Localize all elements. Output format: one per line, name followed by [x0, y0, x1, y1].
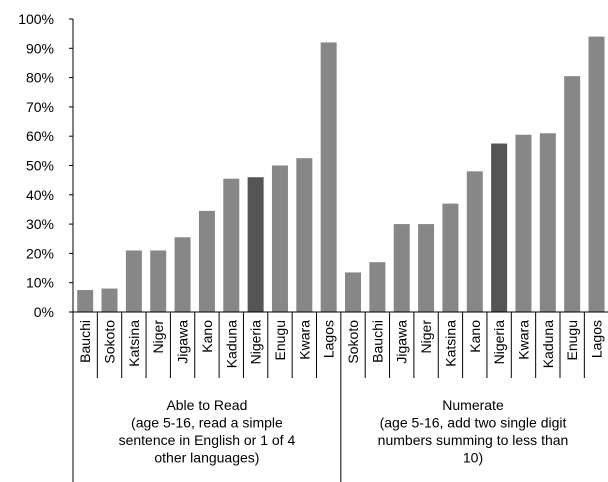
y-tick-label: 90%: [26, 40, 54, 56]
bar-read-nigeria: [247, 177, 264, 312]
category-label: Nigeria: [248, 320, 264, 365]
y-tick-label: 100%: [18, 11, 54, 27]
bar-read-bauchi: [77, 290, 94, 312]
category-label: Sokoto: [345, 320, 361, 364]
group-label-line: sentence in English or 1 of 4: [119, 432, 296, 448]
category-label: Niger: [150, 320, 166, 354]
bar-numerate-kano: [466, 171, 483, 312]
bar-numerate-nigeria: [491, 143, 508, 312]
category-label: Bauchi: [369, 320, 385, 363]
bar-read-kaduna: [223, 178, 240, 312]
category-label: Sokoto: [102, 320, 118, 364]
bar-read-kwara: [296, 158, 313, 312]
group-label-line: numbers summing to less than: [378, 432, 569, 448]
y-tick-label: 40%: [26, 187, 54, 203]
category-label: Kaduna: [540, 320, 556, 368]
category-label: Bauchi: [77, 320, 93, 363]
category-label: Nigeria: [491, 320, 507, 365]
group-label-line: (age 5-16, add two single digit: [380, 415, 567, 431]
y-tick-label: 50%: [26, 158, 54, 174]
category-label: Kwara: [515, 320, 531, 360]
category-label: Kano: [199, 320, 215, 353]
category-label: Kano: [467, 320, 483, 353]
bar-numerate-kaduna: [539, 133, 556, 312]
bar-numerate-katsina: [442, 203, 459, 312]
bar-read-katsina: [125, 250, 142, 312]
category-label: Enugu: [564, 320, 580, 360]
group-label-line: (age 5-16, read a simple: [131, 415, 283, 431]
bar-read-sokoto: [101, 288, 118, 312]
y-tick-label: 60%: [26, 128, 54, 144]
bar-read-niger: [150, 250, 167, 312]
bar-numerate-jigawa: [393, 224, 410, 312]
y-tick-label: 0%: [34, 304, 54, 320]
bars: [77, 36, 605, 312]
group-label-line: Able to Read: [166, 397, 247, 413]
category-label: Kwara: [296, 320, 312, 360]
x-axis: Bauchi Sokoto Katsina Niger Jigawa Kano Kaduna…: [72, 311, 608, 482]
category-label: Katsina: [126, 320, 142, 367]
bar-numerate-lagos: [588, 36, 605, 312]
bar-read-jigawa: [174, 237, 191, 312]
group-label-line: other languages): [154, 450, 259, 466]
group-label-line: 10): [463, 450, 483, 466]
bar-read-lagos: [320, 42, 337, 312]
category-label: Katsina: [442, 320, 458, 367]
bar-read-kano: [198, 210, 215, 312]
category-label: Kaduna: [223, 320, 239, 368]
category-label: Enugu: [272, 320, 288, 360]
category-label: Jigawa: [394, 320, 410, 364]
y-tick-label: 30%: [26, 216, 54, 232]
y-tick-label: 80%: [26, 70, 54, 86]
category-label: Jigawa: [175, 320, 191, 364]
y-tick-label: 70%: [26, 99, 54, 115]
y-axis: 0% 10% 20% 30% 40% 50% 60% 70% 80% 90% 100%: [18, 11, 74, 320]
category-label: Niger: [418, 320, 434, 354]
bar-numerate-niger: [418, 224, 435, 312]
bar-numerate-bauchi: [369, 262, 386, 312]
bar-read-enugu: [271, 165, 288, 312]
category-label: Lagos: [321, 320, 337, 358]
bar-numerate-enugu: [564, 76, 581, 312]
y-tick-label: 20%: [26, 245, 54, 261]
bar-numerate-sokoto: [345, 272, 362, 312]
group-label-line: Numerate: [442, 397, 504, 413]
category-label: Lagos: [589, 320, 605, 358]
y-tick-label: 10%: [26, 275, 54, 291]
bar-numerate-kwara: [515, 134, 532, 312]
